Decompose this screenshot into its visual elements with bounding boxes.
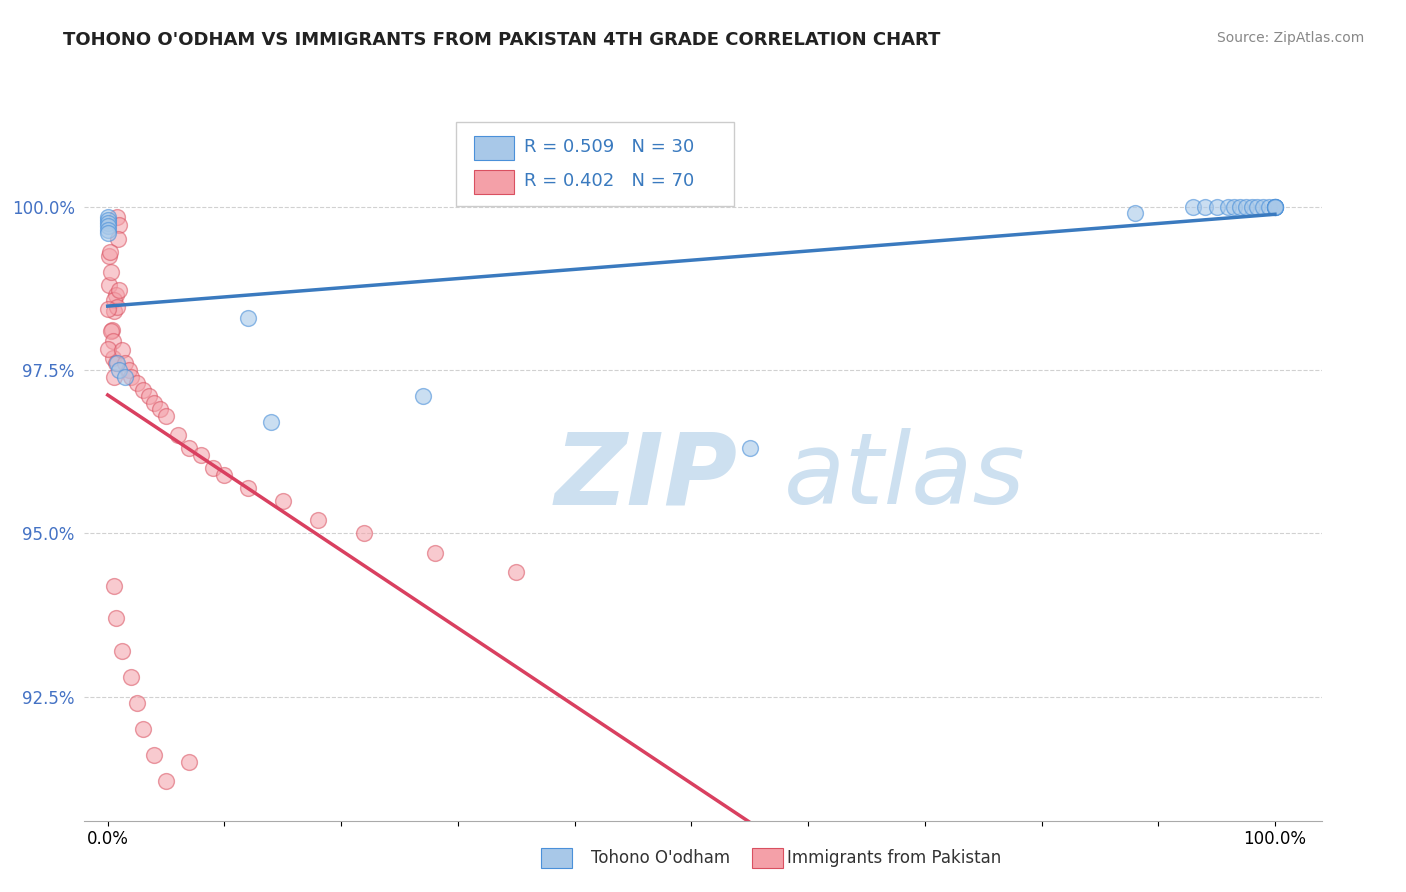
Point xyxy=(107,284,129,298)
Point xyxy=(97,342,120,356)
Point xyxy=(108,218,131,232)
FancyBboxPatch shape xyxy=(474,136,513,161)
Point xyxy=(166,428,188,442)
Point xyxy=(1229,200,1251,214)
Point xyxy=(149,402,172,417)
Point xyxy=(260,415,283,429)
Point xyxy=(1264,200,1286,214)
Point xyxy=(105,210,128,224)
Point xyxy=(412,389,434,403)
Point xyxy=(97,222,120,236)
Point xyxy=(103,369,125,384)
Point xyxy=(1258,200,1281,214)
Point xyxy=(98,245,121,260)
Point xyxy=(1223,200,1246,214)
Point xyxy=(111,644,134,658)
Point xyxy=(97,212,120,227)
Point xyxy=(1264,200,1286,214)
Point xyxy=(1234,200,1257,214)
Point xyxy=(118,363,141,377)
Point xyxy=(103,578,125,592)
Point xyxy=(155,774,177,789)
Point xyxy=(423,546,446,560)
Text: ZIP: ZIP xyxy=(554,428,738,525)
Point xyxy=(1182,200,1205,214)
Point xyxy=(97,278,120,293)
Point xyxy=(214,467,236,482)
Point xyxy=(97,219,120,234)
Point xyxy=(105,357,128,371)
Point xyxy=(179,755,201,769)
Point xyxy=(114,357,136,371)
Point xyxy=(125,376,148,390)
Point xyxy=(97,210,120,224)
Point xyxy=(738,442,761,456)
Point xyxy=(108,363,131,377)
Text: Source: ZipAtlas.com: Source: ZipAtlas.com xyxy=(1216,31,1364,45)
Point xyxy=(101,323,124,337)
Point xyxy=(143,748,166,763)
Point xyxy=(138,389,160,403)
Text: R = 0.509   N = 30: R = 0.509 N = 30 xyxy=(523,138,693,156)
Text: atlas: atlas xyxy=(783,428,1025,525)
Point xyxy=(1240,200,1263,214)
Point xyxy=(307,513,329,527)
Point xyxy=(1194,200,1216,214)
Point xyxy=(125,696,148,710)
Point xyxy=(201,461,224,475)
Point xyxy=(103,293,125,307)
Point xyxy=(505,566,527,580)
Point xyxy=(107,231,129,245)
Text: Immigrants from Pakistan: Immigrants from Pakistan xyxy=(787,849,1001,867)
FancyBboxPatch shape xyxy=(474,169,513,194)
Point xyxy=(101,351,124,365)
Point xyxy=(103,304,125,318)
Point xyxy=(271,493,294,508)
Point xyxy=(155,409,177,423)
Point xyxy=(100,324,122,338)
Point xyxy=(111,343,134,358)
Point xyxy=(132,723,155,737)
Point xyxy=(353,526,375,541)
Point xyxy=(1264,200,1286,214)
Point xyxy=(114,369,136,384)
FancyBboxPatch shape xyxy=(456,122,734,206)
Text: Tohono O'odham: Tohono O'odham xyxy=(591,849,730,867)
Text: TOHONO O'ODHAM VS IMMIGRANTS FROM PAKISTAN 4TH GRADE CORRELATION CHART: TOHONO O'ODHAM VS IMMIGRANTS FROM PAKIST… xyxy=(63,31,941,49)
Point xyxy=(1246,200,1268,214)
Point xyxy=(132,383,155,397)
Point xyxy=(1123,206,1146,220)
Text: R = 0.402   N = 70: R = 0.402 N = 70 xyxy=(523,171,693,190)
Point xyxy=(120,369,142,384)
Point xyxy=(1218,200,1240,214)
Point xyxy=(143,395,166,409)
Point xyxy=(120,670,142,684)
Point xyxy=(97,226,120,240)
Point xyxy=(190,448,212,462)
Point xyxy=(1264,200,1286,214)
Point xyxy=(97,216,120,230)
Point xyxy=(1251,200,1274,214)
Point xyxy=(100,264,122,278)
Point xyxy=(1205,200,1227,214)
Point xyxy=(97,302,120,317)
Point xyxy=(105,300,128,314)
Point xyxy=(1264,200,1286,214)
Point xyxy=(104,355,127,369)
Point xyxy=(104,611,127,625)
Point xyxy=(236,310,259,325)
Point xyxy=(236,481,259,495)
Point xyxy=(179,442,201,456)
Point xyxy=(97,249,120,263)
Point xyxy=(101,334,124,348)
Bar xyxy=(752,848,783,868)
Bar xyxy=(541,848,572,868)
Point xyxy=(105,288,128,302)
